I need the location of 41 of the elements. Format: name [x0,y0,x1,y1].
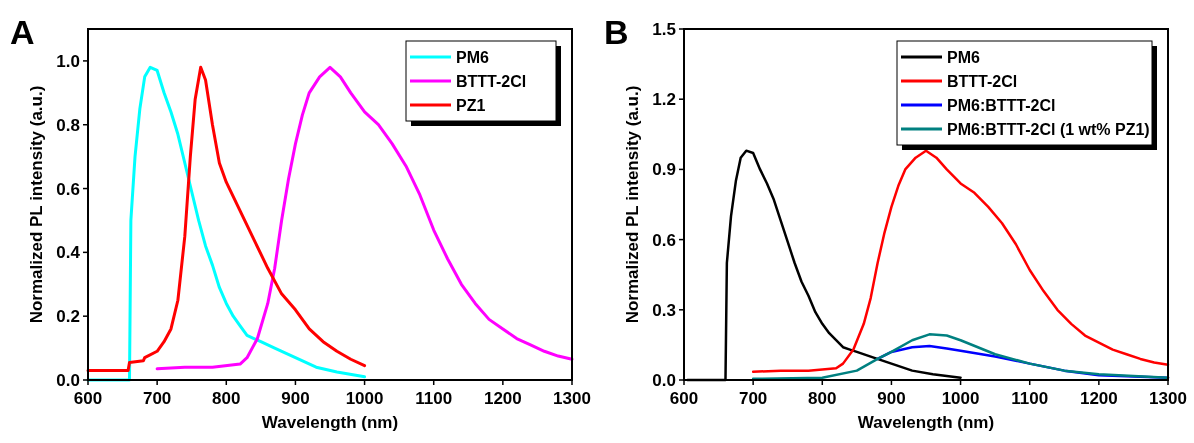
y-tick-label: 0.0 [652,371,676,390]
x-tick-label: 1000 [345,389,384,408]
legend-label: PM6:BTTT-2Cl (1 wt% PZ1) [947,121,1150,138]
y-tick-label: 0.4 [56,243,81,263]
x-tick-label: 800 [212,389,241,408]
y-axis-title: Normalized PL intensity (a.u.) [27,85,46,324]
y-tick-label: 1.0 [56,51,80,71]
x-tick-label: 800 [808,389,837,408]
y-axis-title: Normalized PL intensity (a.u.) [623,85,642,324]
y-tick-label: 0.8 [56,115,80,135]
x-tick-label: 700 [142,389,172,408]
y-tick-label: 1.2 [652,90,676,110]
x-tick-label: 900 [281,389,310,408]
x-tick-label: 1200 [1079,389,1118,408]
y-tick-label: 0.6 [652,230,676,250]
x-axis-title: Wavelength (nm) [857,413,995,432]
y-tick-label: 0.3 [652,300,676,320]
legend-label: PZ1 [456,97,486,114]
legend-label: PM6:BTTT-2Cl [947,97,1056,114]
x-tick-label: 1200 [483,389,522,408]
x-tick-label: 600 [73,389,103,408]
legend-label: BTTT-2Cl [456,73,527,90]
y-tick-label: 0.0 [56,371,80,390]
x-tick-label: 1100 [415,389,453,408]
x-tick-label: 1300 [1149,389,1187,408]
y-tick-label: 1.5 [652,20,676,39]
x-axis-title: Wavelength (nm) [261,413,399,432]
legend-label: PM6 [947,49,980,66]
x-tick-label: 1300 [553,389,591,408]
x-tick-label: 1000 [941,389,980,408]
chart-title: B [604,13,629,51]
legend-label: BTTT-2Cl [947,73,1018,90]
y-tick-label: 0.2 [56,307,80,327]
y-tick-label: 0.9 [652,160,676,180]
x-tick-label: 1100 [1011,389,1049,408]
x-tick-label: 700 [738,389,768,408]
y-tick-label: 0.6 [56,179,80,199]
x-tick-label: 600 [669,389,699,408]
x-tick-label: 900 [877,389,906,408]
chart-title: A [10,13,35,51]
legend-label: PM6 [456,49,489,66]
